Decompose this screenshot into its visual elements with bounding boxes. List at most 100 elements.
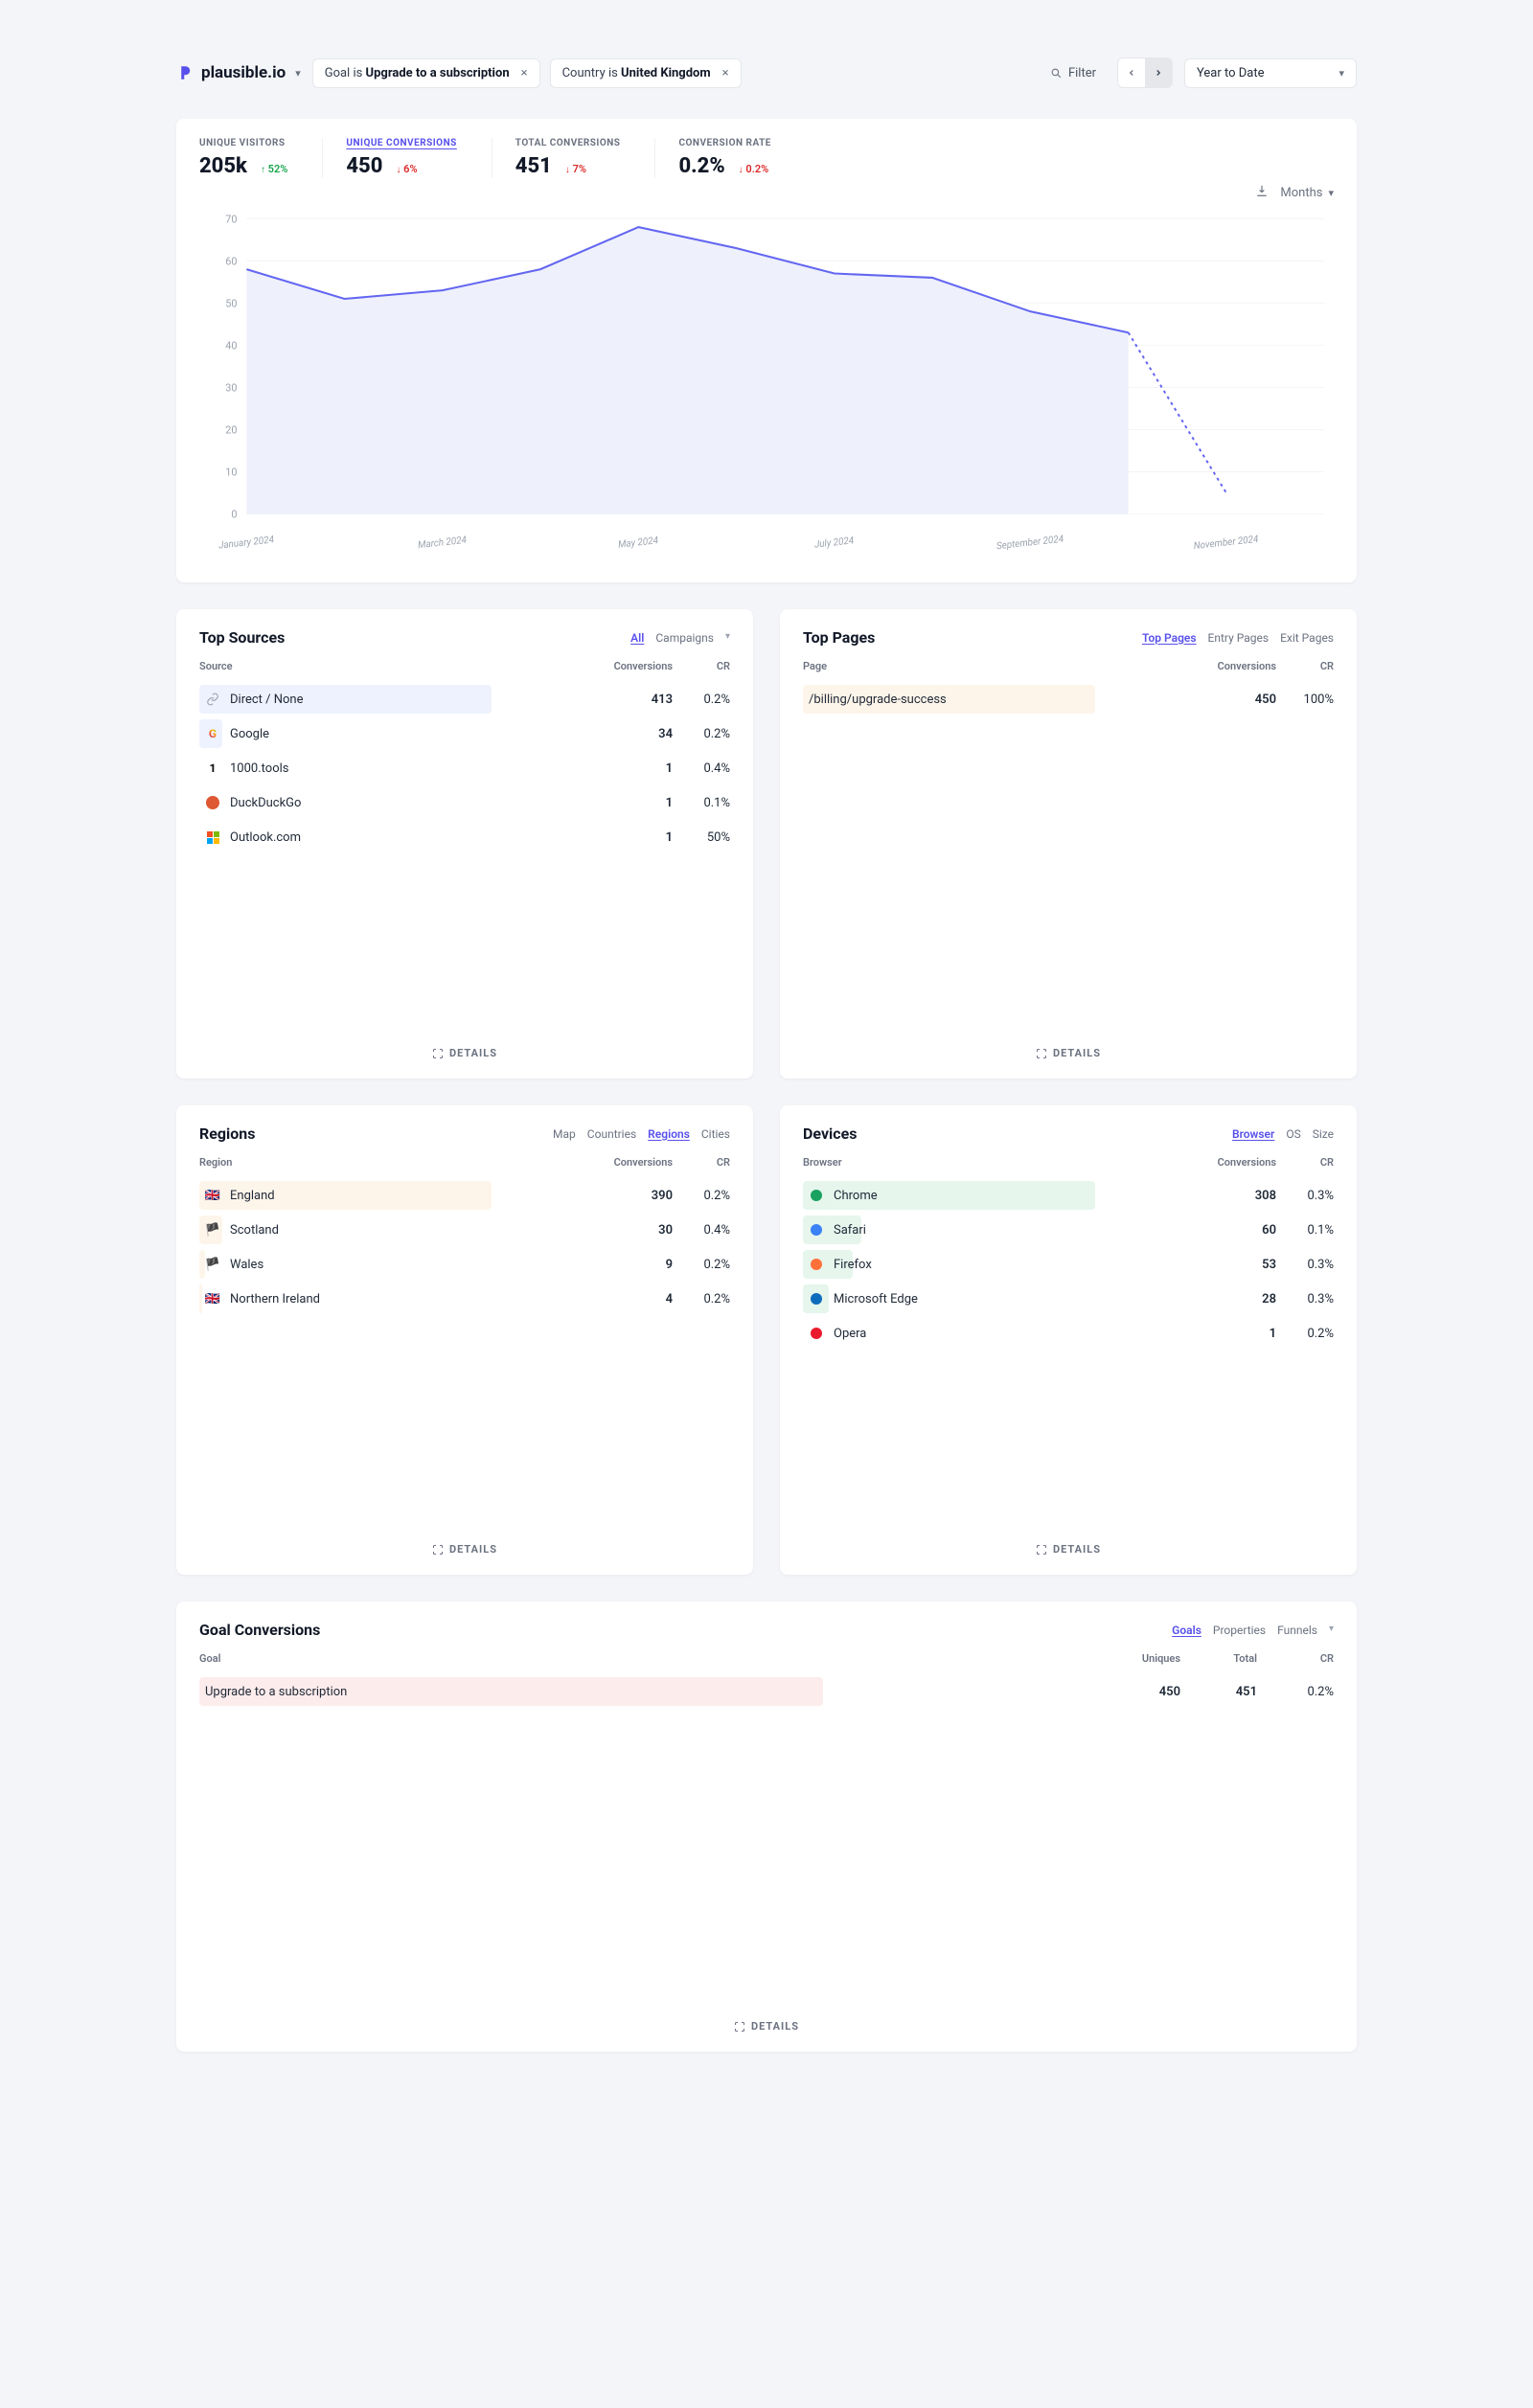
list-item[interactable]: /billing/upgrade-success 450 100% <box>803 682 1334 716</box>
row-label: Google <box>230 727 269 741</box>
panel-title: Regions <box>199 1124 255 1143</box>
list-item[interactable]: Microsoft Edge 28 0.3% <box>803 1282 1334 1316</box>
metric-tile[interactable]: TOTAL CONVERSIONS 451 ↓ 7% <box>515 138 656 178</box>
export-button[interactable] <box>1255 184 1269 201</box>
tab-map[interactable]: Map <box>553 1127 576 1141</box>
tab-top-pages[interactable]: Top Pages <box>1142 631 1197 645</box>
details-button[interactable]: DETAILS <box>803 1032 1334 1059</box>
site-selector[interactable]: plausible.io ▾ <box>176 63 301 82</box>
row-cr: 0.2% <box>673 1258 730 1272</box>
row-label: Wales <box>230 1258 263 1272</box>
col-head: Source <box>199 660 586 672</box>
col-head: CR <box>1276 1156 1334 1169</box>
interval-select[interactable]: Months ▾ <box>1280 186 1334 200</box>
row-label: Outlook.com <box>230 830 301 845</box>
list-item[interactable]: GGoogle 34 0.2% <box>199 716 730 751</box>
svg-text:10: 10 <box>225 466 237 478</box>
tab-browser[interactable]: Browser <box>1232 1127 1274 1141</box>
row-cr: 0.1% <box>673 796 730 810</box>
filter-button[interactable]: Filter <box>1041 59 1106 87</box>
list-item[interactable]: Safari 60 0.1% <box>803 1213 1334 1247</box>
tab-all[interactable]: All <box>630 631 644 645</box>
prev-period-button[interactable] <box>1118 58 1145 87</box>
panel-tabs: Top Pages Entry Pages Exit Pages <box>1142 631 1334 645</box>
row-conversions: 60 <box>1190 1223 1276 1238</box>
period-select[interactable]: Year to Date ▾ <box>1184 58 1357 88</box>
details-button[interactable]: DETAILS <box>199 1032 730 1059</box>
goal-item[interactable]: Upgrade to a subscription 450 451 0.2% <box>199 1674 1334 1709</box>
interval-label: Months <box>1280 186 1322 200</box>
metric-tile[interactable]: UNIQUE VISITORS 205k ↑ 52% <box>199 138 323 178</box>
list-item[interactable]: Chrome 308 0.3% <box>803 1178 1334 1213</box>
tab-regions[interactable]: Regions <box>648 1127 690 1141</box>
flag-icon: 🏴 <box>205 1222 220 1238</box>
panel-goals: Goal Conversions GoalsPropertiesFunnels▾… <box>176 1602 1357 2052</box>
col-head: Total <box>1180 1652 1257 1665</box>
panel-rows: /billing/upgrade-success 450 100% <box>803 682 1334 1032</box>
list-item[interactable]: 🏴Scotland 30 0.4% <box>199 1213 730 1247</box>
next-period-button[interactable] <box>1145 58 1172 87</box>
row-label: Microsoft Edge <box>834 1292 918 1306</box>
list-item[interactable]: 🏴Wales 9 0.2% <box>199 1247 730 1282</box>
list-item[interactable]: 🇬🇧Northern Ireland 4 0.2% <box>199 1282 730 1316</box>
row-cr: 0.2% <box>673 727 730 741</box>
tab-goals[interactable]: Goals <box>1172 1624 1201 1637</box>
col-head: Conversions <box>1190 1156 1276 1169</box>
panel-rows: 🇬🇧England 390 0.2% 🏴Scotland 30 0.4% 🏴Wa… <box>199 1178 730 1528</box>
tab-entry-pages[interactable]: Entry Pages <box>1208 631 1270 645</box>
svg-text:November 2024: November 2024 <box>1193 534 1259 553</box>
site-name: plausible.io <box>201 63 286 82</box>
tab-os[interactable]: OS <box>1286 1127 1300 1141</box>
metric-value: 205k <box>199 154 247 178</box>
list-item[interactable]: Outlook.com 1 50% <box>199 820 730 854</box>
row-cr: 0.2% <box>673 693 730 707</box>
metric-change: ↓ 0.2% <box>739 163 769 175</box>
metric-tile[interactable]: UNIQUE CONVERSIONS 450 ↓ 6% <box>346 138 492 178</box>
row-label: 1000.tools <box>230 761 288 776</box>
row-conversions: 30 <box>586 1223 673 1238</box>
filter-pill[interactable]: Goal is Upgrade to a subscription× <box>312 58 540 88</box>
tab-exit-pages[interactable]: Exit Pages <box>1280 631 1334 645</box>
filter-pill[interactable]: Country is United Kingdom× <box>550 58 742 88</box>
panel-sources: Top Sources AllCampaigns▾ Source Convers… <box>176 609 753 1079</box>
svg-text:30: 30 <box>225 381 237 394</box>
details-button[interactable]: DETAILS <box>803 1528 1334 1556</box>
close-icon[interactable]: × <box>521 66 528 80</box>
row-cr: 0.2% <box>1276 1327 1334 1341</box>
col-head: CR <box>673 660 730 672</box>
goal-label: Upgrade to a subscription <box>205 1685 347 1699</box>
row-conversions: 9 <box>586 1258 673 1272</box>
chevron-down-icon: ▾ <box>1328 187 1334 199</box>
list-item[interactable]: Firefox 53 0.3% <box>803 1247 1334 1282</box>
filter-pills: Goal is Upgrade to a subscription× Countr… <box>312 58 742 88</box>
tab-properties[interactable]: Properties <box>1213 1624 1266 1637</box>
tab-funnels[interactable]: Funnels <box>1277 1624 1317 1637</box>
list-item[interactable]: 🇬🇧England 390 0.2% <box>199 1178 730 1213</box>
list-item[interactable]: Direct / None 413 0.2% <box>199 682 730 716</box>
row-conversions: 53 <box>1190 1258 1276 1272</box>
goal-cr: 0.2% <box>1257 1685 1334 1699</box>
details-label: DETAILS <box>449 1047 497 1059</box>
browser-icon <box>809 1257 824 1272</box>
tab-countries[interactable]: Countries <box>587 1127 636 1141</box>
details-button[interactable]: DETAILS <box>199 2005 1334 2033</box>
list-item[interactable]: Opera 1 0.2% <box>803 1316 1334 1351</box>
tools-icon: 1 <box>205 761 220 776</box>
details-button[interactable]: DETAILS <box>199 1528 730 1556</box>
tab-size[interactable]: Size <box>1313 1127 1334 1141</box>
metric-value: 0.2% <box>678 154 724 178</box>
col-head: Region <box>199 1156 586 1169</box>
panel-tabs: Browser OS Size <box>1232 1127 1334 1141</box>
outlook-icon <box>205 829 220 845</box>
svg-text:September 2024: September 2024 <box>996 534 1065 553</box>
row-label: Direct / None <box>230 693 304 707</box>
close-icon[interactable]: × <box>722 66 729 80</box>
flag-icon: 🇬🇧 <box>205 1188 220 1203</box>
goal-total: 451 <box>1180 1685 1257 1699</box>
list-item[interactable]: 11000.tools 1 0.4% <box>199 751 730 785</box>
metric-tile[interactable]: CONVERSION RATE 0.2% ↓ 0.2% <box>678 138 805 178</box>
list-item[interactable]: DuckDuckGo 1 0.1% <box>199 785 730 820</box>
tab-campaigns[interactable]: Campaigns <box>655 631 714 645</box>
tab-cities[interactable]: Cities <box>701 1127 730 1141</box>
metrics-card: UNIQUE VISITORS 205k ↑ 52% UNIQUE CONVER… <box>176 119 1357 582</box>
